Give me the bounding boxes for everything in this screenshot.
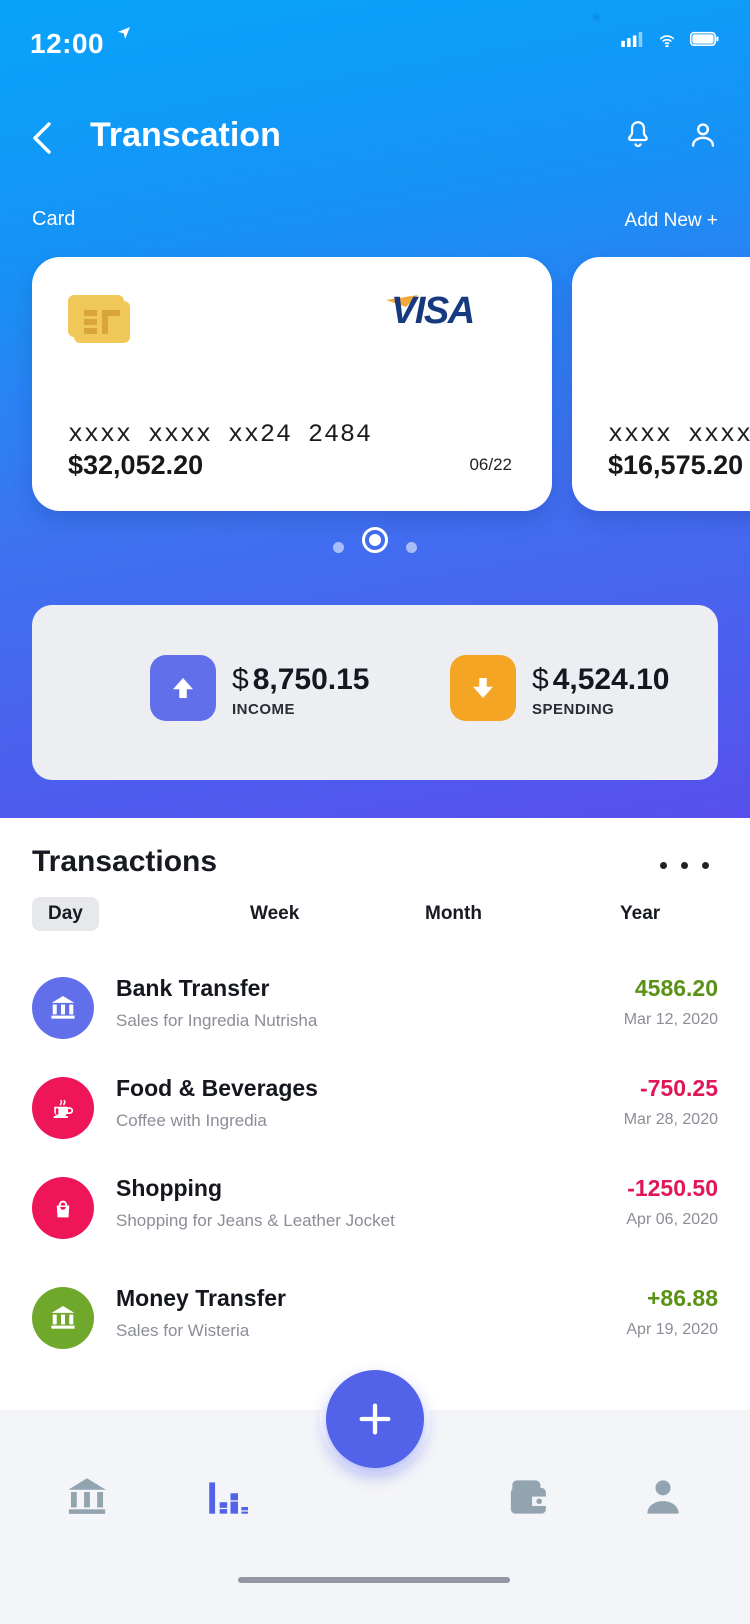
svg-text:VISA: VISA [391,290,474,332]
